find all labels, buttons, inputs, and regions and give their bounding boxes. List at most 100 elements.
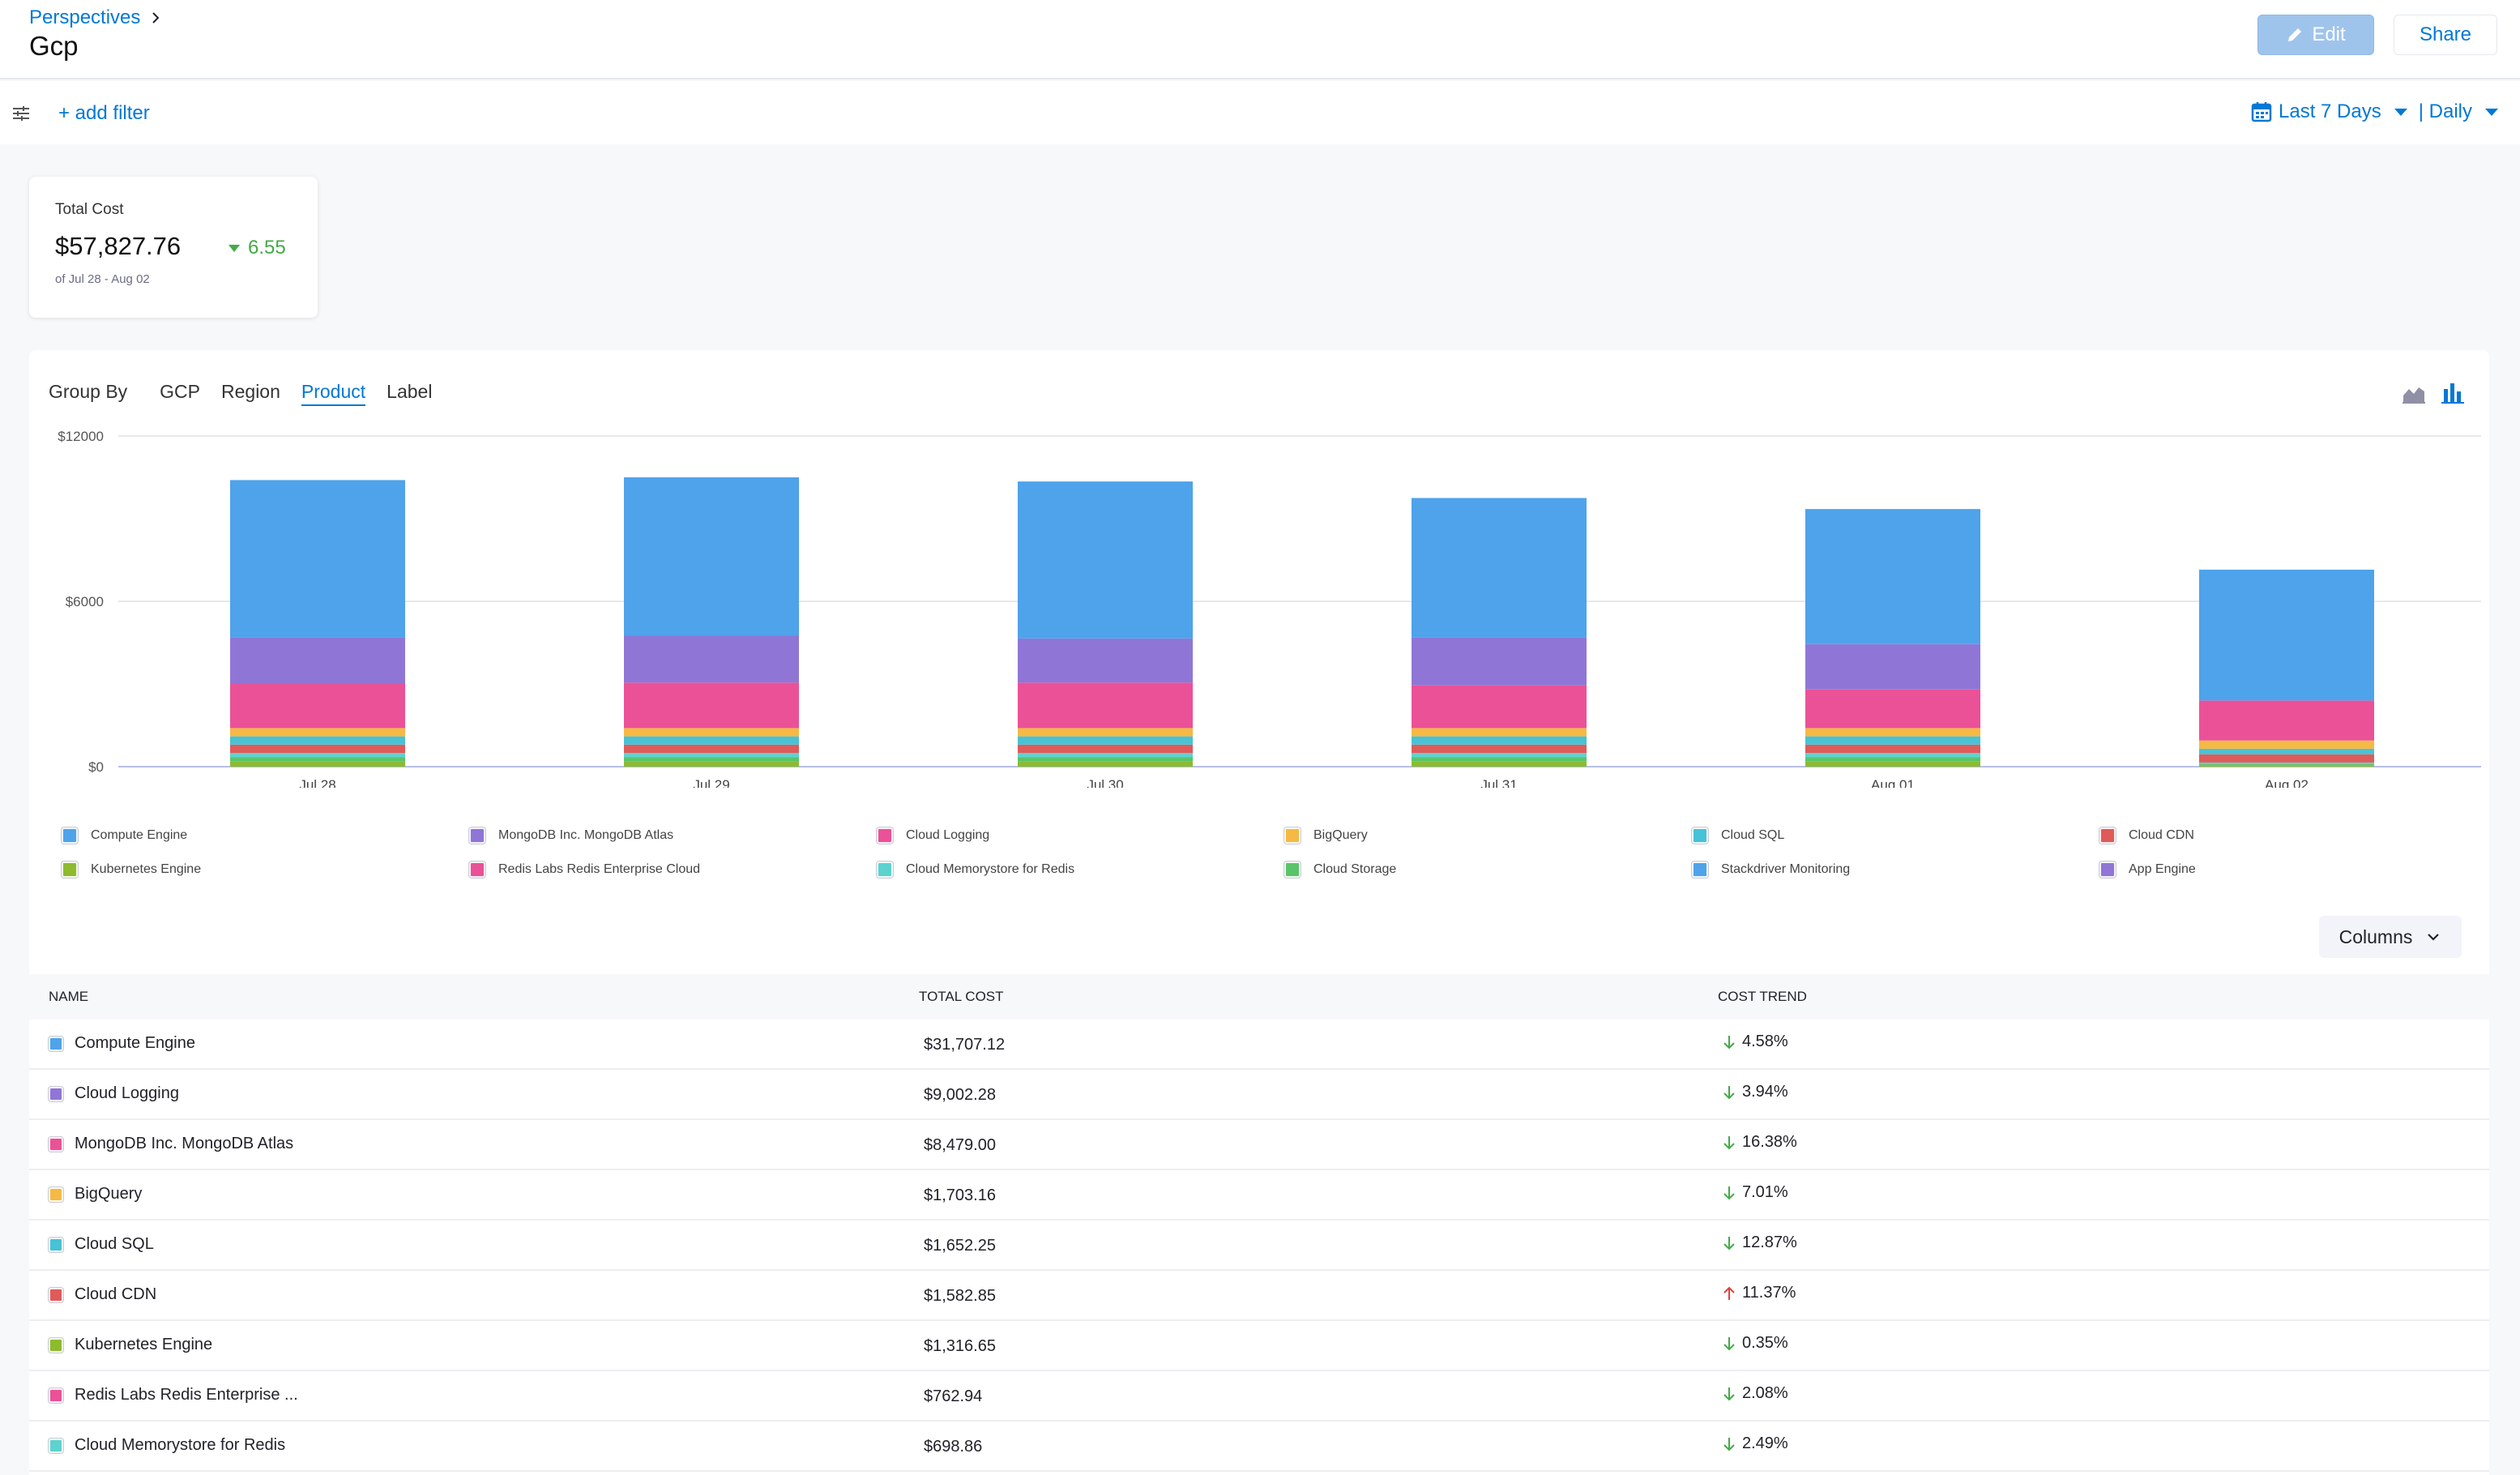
legend-item[interactable]: Redis Labs Redis Enterprise Cloud bbox=[469, 861, 877, 879]
bar-segment[interactable] bbox=[1805, 757, 1980, 762]
table-row[interactable]: Kubernetes Engine $1,316.65 0.35% bbox=[29, 1321, 2489, 1371]
bar-segment[interactable] bbox=[1412, 744, 1587, 753]
bar-segment[interactable] bbox=[1805, 728, 1980, 737]
area-chart-icon[interactable] bbox=[2402, 381, 2426, 404]
legend-item[interactable]: Stackdriver Monitoring bbox=[1692, 861, 2099, 879]
tab-region[interactable]: Region bbox=[221, 381, 280, 402]
table-row[interactable]: Cloud CDN $1,582.85 11.37% bbox=[29, 1271, 2489, 1321]
breadcrumb-perspectives[interactable]: Perspectives bbox=[29, 6, 141, 28]
legend-item[interactable]: App Engine bbox=[2099, 861, 2507, 879]
legend-item[interactable]: Cloud Memorystore for Redis bbox=[877, 861, 1284, 879]
bar-segment[interactable] bbox=[624, 635, 799, 683]
share-button[interactable]: Share bbox=[2394, 15, 2497, 55]
table-row[interactable]: Cloud Memorystore for Redis $698.86 2.49% bbox=[29, 1422, 2489, 1472]
row-color-swatch bbox=[49, 1387, 63, 1403]
tab-product[interactable]: Product bbox=[301, 381, 366, 406]
row-trend-value: 16.38% bbox=[1742, 1133, 1797, 1151]
bar-segment[interactable] bbox=[624, 753, 799, 758]
bar-segment[interactable] bbox=[1412, 736, 1587, 745]
table-row[interactable]: Cloud Logging $9,002.28 3.94% bbox=[29, 1070, 2489, 1120]
total-cost-trend: 6.55 bbox=[229, 237, 286, 259]
bar-segment[interactable] bbox=[1412, 753, 1587, 758]
bar-segment[interactable] bbox=[1412, 757, 1587, 762]
bar-segment[interactable] bbox=[1412, 685, 1587, 729]
tab-label[interactable]: Label bbox=[387, 381, 433, 402]
bar-segment[interactable] bbox=[1018, 761, 1193, 767]
bar-segment[interactable] bbox=[230, 684, 405, 729]
bar-segment[interactable] bbox=[2199, 740, 2374, 749]
add-filter-link[interactable]: + add filter bbox=[58, 102, 150, 124]
bar-segment[interactable] bbox=[2199, 748, 2374, 755]
bar-segment[interactable] bbox=[1805, 689, 1980, 729]
bar-segment[interactable] bbox=[2199, 765, 2374, 767]
row-name-cell: Redis Labs Redis Enterprise ... bbox=[49, 1386, 298, 1404]
legend-item[interactable]: Cloud Logging bbox=[877, 827, 1284, 844]
bar-segment[interactable] bbox=[2199, 762, 2374, 764]
bar-segment[interactable] bbox=[1018, 736, 1193, 745]
bar-segment[interactable] bbox=[230, 480, 405, 638]
bar-segment[interactable] bbox=[230, 753, 405, 758]
bar-segment[interactable] bbox=[2199, 569, 2374, 701]
legend-item[interactable]: Cloud Storage bbox=[1284, 861, 1692, 879]
table-row[interactable]: Redis Labs Redis Enterprise ... $762.94 2.… bbox=[29, 1371, 2489, 1422]
bar-segment[interactable] bbox=[2199, 700, 2374, 741]
bar-segment[interactable] bbox=[624, 736, 799, 745]
bar-segment[interactable] bbox=[624, 744, 799, 753]
bar-segment[interactable] bbox=[1018, 744, 1193, 753]
column-header-name[interactable]: NAME bbox=[49, 989, 89, 1004]
bar-segment[interactable] bbox=[230, 761, 405, 767]
bar-segment[interactable] bbox=[1018, 753, 1193, 758]
bar-segment[interactable] bbox=[624, 728, 799, 737]
bar-chart-icon[interactable] bbox=[2441, 381, 2465, 404]
bar-segment[interactable] bbox=[230, 757, 405, 762]
legend-item[interactable]: Compute Engine bbox=[62, 827, 469, 844]
granularity-select[interactable]: | Daily bbox=[2418, 100, 2472, 122]
bar-segment[interactable] bbox=[624, 682, 799, 729]
bar-segment[interactable] bbox=[2199, 754, 2374, 763]
bar-segment[interactable] bbox=[1805, 753, 1980, 758]
legend-swatch bbox=[877, 827, 893, 844]
bar-segment[interactable] bbox=[1412, 637, 1587, 686]
legend-item[interactable]: Kubernetes Engine bbox=[62, 861, 469, 879]
bar-segment[interactable] bbox=[1412, 498, 1587, 638]
bar-segment[interactable] bbox=[1412, 728, 1587, 737]
bar-segment[interactable] bbox=[1018, 638, 1193, 683]
columns-button[interactable]: Columns bbox=[2319, 916, 2462, 958]
bar-segment[interactable] bbox=[230, 728, 405, 737]
tab-gcp[interactable]: GCP bbox=[160, 381, 200, 402]
bar-segment[interactable] bbox=[624, 757, 799, 762]
breadcrumb[interactable]: Perspectives bbox=[29, 6, 163, 29]
bar-segment[interactable] bbox=[1018, 481, 1193, 639]
legend-item[interactable]: MongoDB Inc. MongoDB Atlas bbox=[469, 827, 877, 844]
column-header-cost-trend[interactable]: COST TREND bbox=[1718, 989, 1807, 1004]
bar-segment[interactable] bbox=[1805, 509, 1980, 644]
edit-button[interactable]: Edit bbox=[2257, 15, 2374, 55]
bar-segment[interactable] bbox=[624, 761, 799, 767]
bar-segment[interactable] bbox=[1805, 744, 1980, 753]
bar-segment[interactable] bbox=[1805, 643, 1980, 690]
legend-item[interactable]: Cloud CDN bbox=[2099, 827, 2507, 844]
legend-item[interactable]: Cloud SQL bbox=[1692, 827, 2099, 844]
legend-item[interactable]: BigQuery bbox=[1284, 827, 1692, 844]
table-row[interactable]: MongoDB Inc. MongoDB Atlas $8,479.00 16.38… bbox=[29, 1120, 2489, 1170]
x-tick-label: Aug 02 bbox=[2265, 777, 2309, 788]
bar-segment[interactable] bbox=[624, 477, 799, 636]
legend-swatch bbox=[62, 827, 78, 844]
bar-segment[interactable] bbox=[1805, 736, 1980, 745]
date-range-picker[interactable]: Last 7 Days | Daily bbox=[2251, 100, 2498, 123]
bar-segment[interactable] bbox=[1805, 761, 1980, 767]
row-color-swatch bbox=[49, 1036, 63, 1051]
bar-segment[interactable] bbox=[1018, 682, 1193, 729]
bar-segment[interactable] bbox=[230, 736, 405, 745]
bar-segment[interactable] bbox=[230, 744, 405, 753]
bar-segment[interactable] bbox=[1018, 757, 1193, 762]
column-header-total-cost[interactable]: TOTAL COST bbox=[919, 989, 1004, 1004]
bar-segment[interactable] bbox=[1018, 728, 1193, 737]
bar-segment[interactable] bbox=[1412, 761, 1587, 767]
filter-settings-icon[interactable] bbox=[11, 104, 31, 123]
bar-segment[interactable] bbox=[230, 637, 405, 684]
table-row[interactable]: Compute Engine $31,707.12 4.58% bbox=[29, 1020, 2489, 1070]
bar-segment[interactable] bbox=[2199, 763, 2374, 766]
table-row[interactable]: Cloud SQL $1,652.25 12.87% bbox=[29, 1221, 2489, 1271]
table-row[interactable]: BigQuery $1,703.16 7.01% bbox=[29, 1170, 2489, 1221]
